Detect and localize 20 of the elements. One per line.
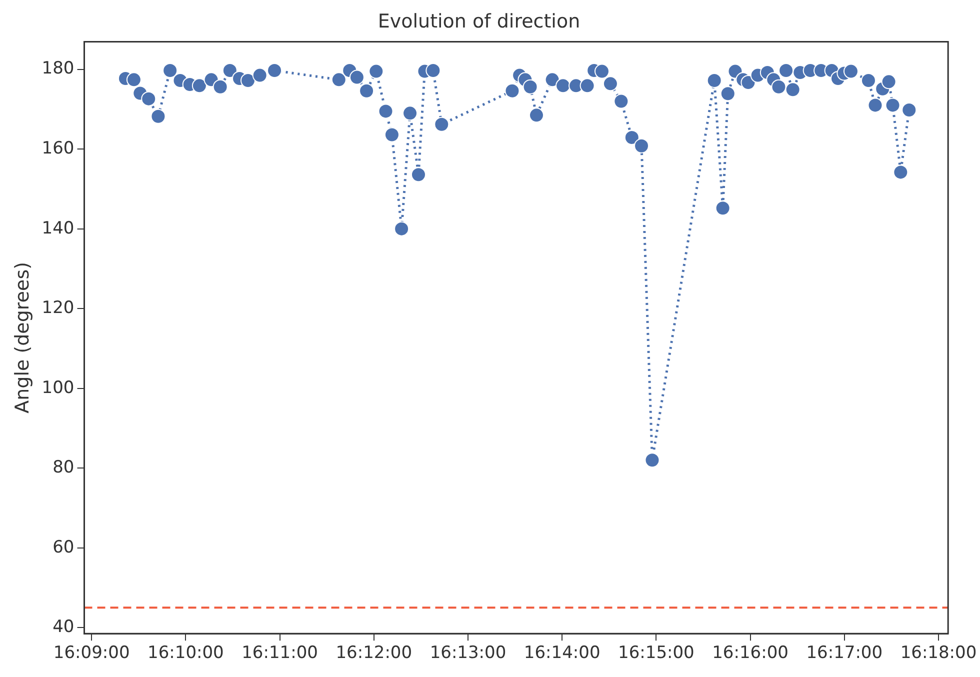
y-tick-label: 160 — [42, 138, 74, 158]
x-tick-label: 16:15:00 — [618, 643, 694, 664]
x-tick-label: 16:13:00 — [430, 643, 506, 664]
y-axis-title: Angle (degrees) — [11, 262, 34, 414]
y-tick-label: 180 — [42, 58, 74, 79]
y-tick-label: 60 — [52, 537, 74, 558]
y-tick-label: 140 — [42, 218, 74, 238]
y-tick-label: 100 — [42, 378, 74, 398]
x-tick-label: 16:17:00 — [806, 643, 883, 664]
y-tick-label: 80 — [52, 458, 74, 478]
x-tick-label: 16:10:00 — [148, 643, 224, 664]
x-tick-label: 16:16:00 — [712, 643, 788, 664]
chart-title: Evolution of direction — [378, 10, 580, 32]
x-tick-label: 16:14:00 — [524, 643, 600, 664]
y-tick-label: 120 — [42, 298, 74, 318]
x-tick-label: 16:11:00 — [242, 643, 318, 664]
y-tick-label: 40 — [52, 617, 74, 638]
x-tick-label: 16:12:00 — [336, 643, 412, 664]
x-tick-label: 16:18:00 — [900, 643, 977, 664]
x-tick-label: 16:09:00 — [53, 643, 130, 664]
